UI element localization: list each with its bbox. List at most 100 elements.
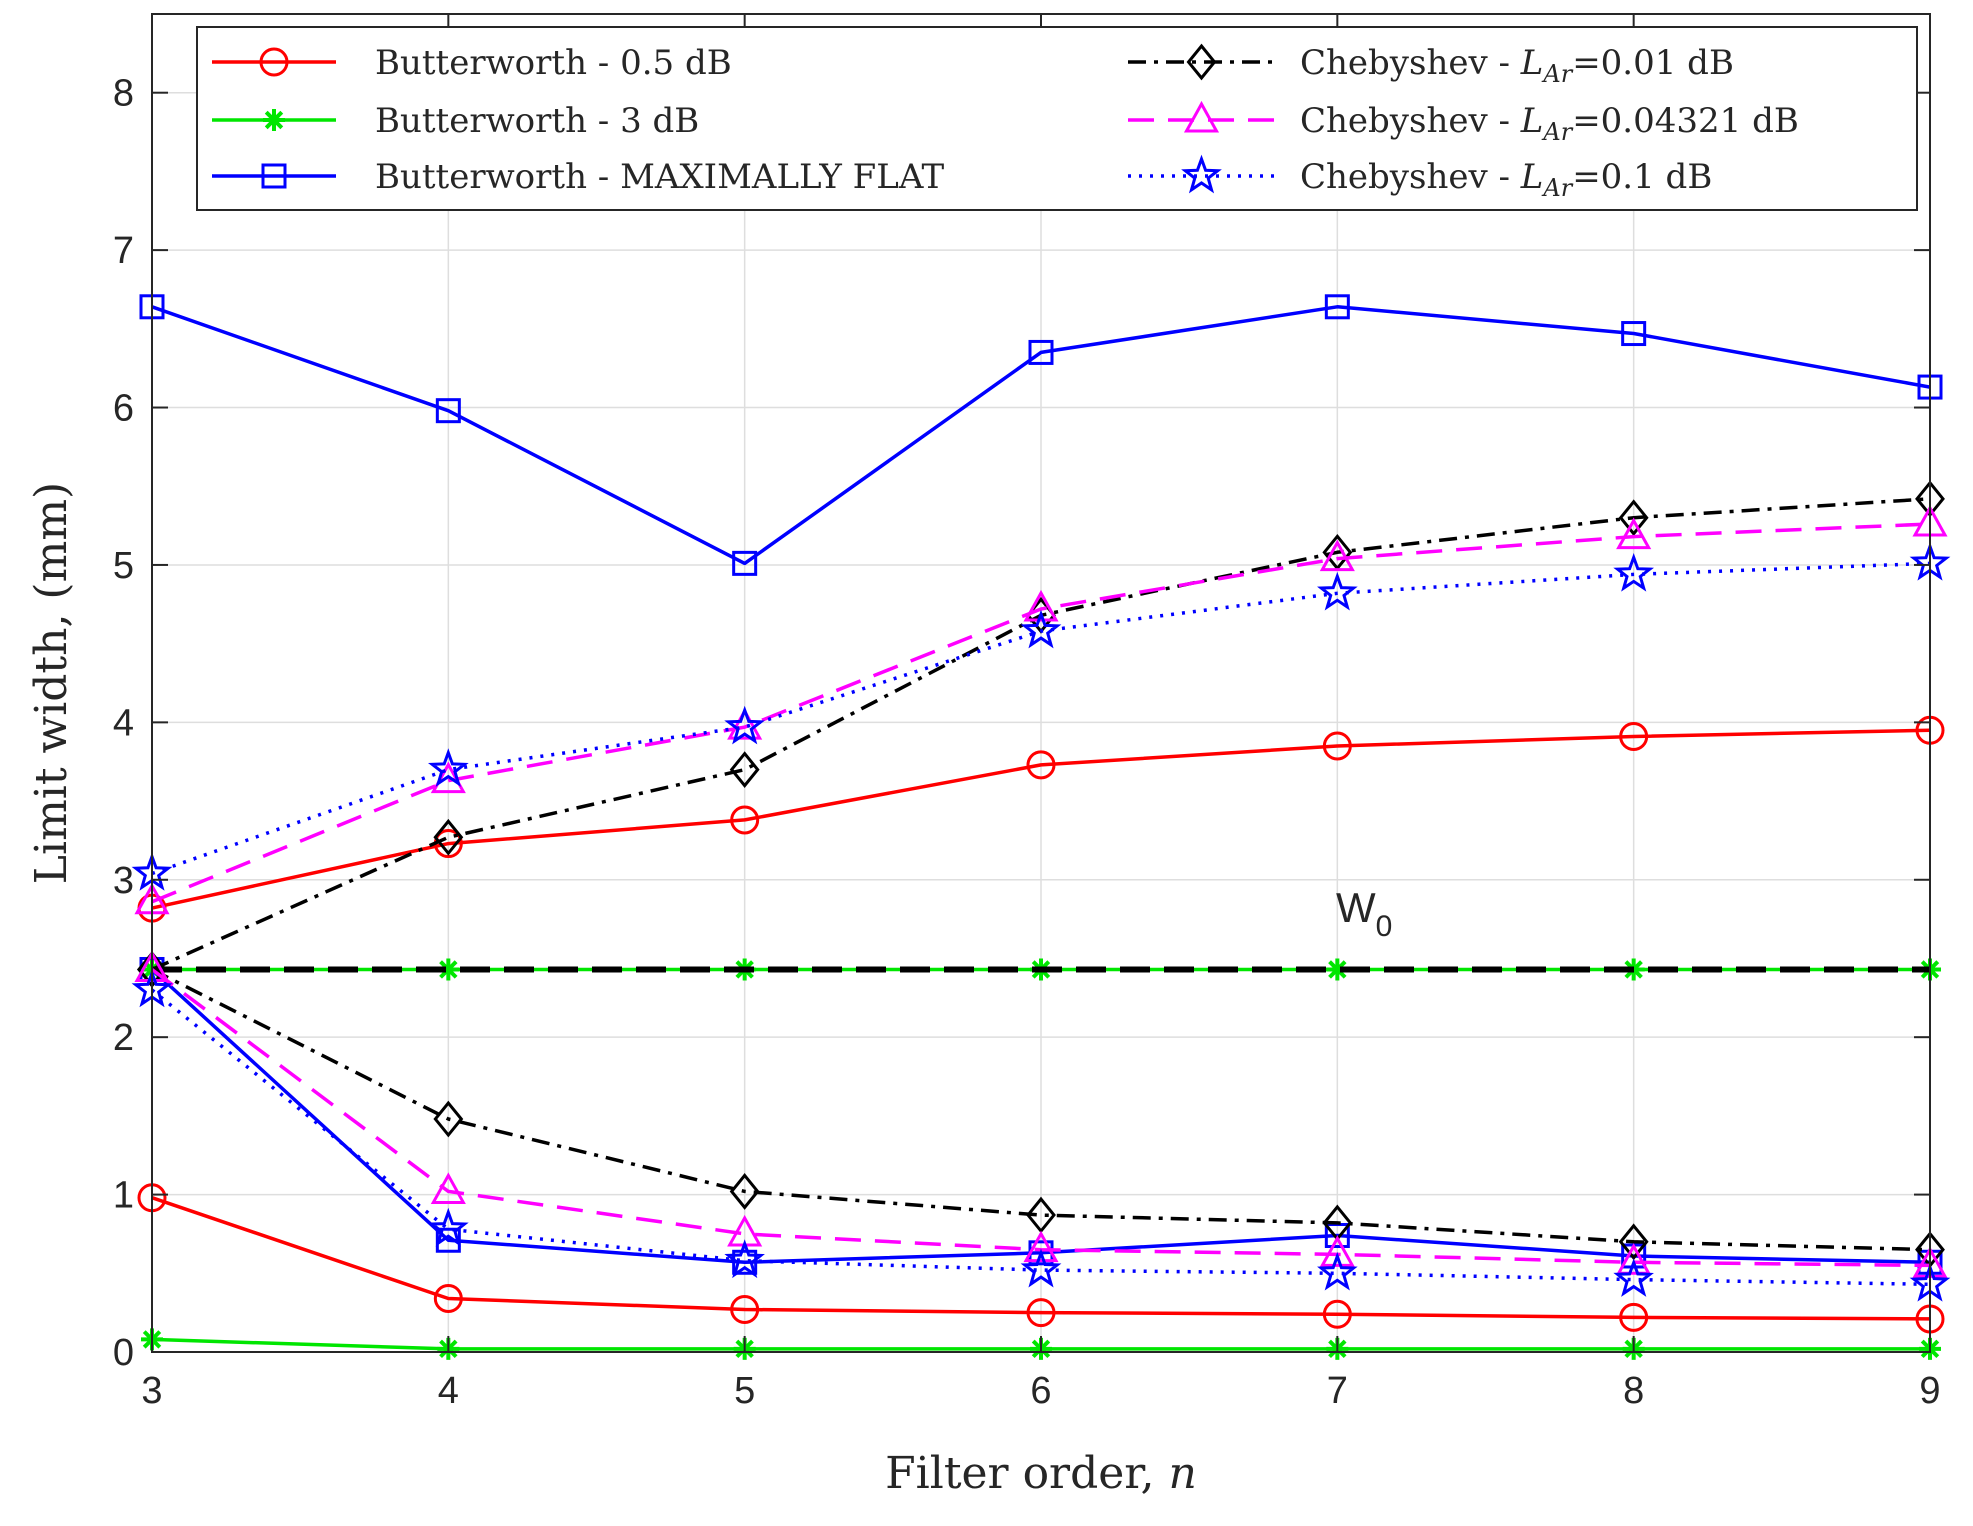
legend-label: Chebyshev - LAr=0.01 dB (1300, 43, 1734, 88)
data-point (1023, 589, 1059, 622)
series-10 (131, 542, 1951, 891)
circle-marker-icon (433, 1283, 463, 1313)
legend-label: Butterworth - 3 dB (375, 101, 699, 141)
legend-label: Chebyshev - LAr=0.04321 dB (1300, 101, 1799, 146)
legend-entry: Chebyshev - LAr=0.1 dB (1128, 154, 1712, 202)
legend-marker (259, 47, 289, 77)
star-marker-icon (428, 1207, 469, 1247)
data-point (435, 1227, 461, 1253)
triangle-marker-icon (1183, 100, 1220, 133)
data-point (1618, 499, 1649, 537)
data-point (724, 705, 765, 745)
square-marker-icon (732, 550, 758, 576)
data-point (1619, 722, 1649, 752)
star-marker-icon (1613, 553, 1654, 592)
diamond-marker-icon (433, 1100, 464, 1138)
legend-marker (261, 163, 287, 189)
data-point (729, 1173, 760, 1210)
square-marker-icon (1324, 294, 1350, 320)
series-1 (137, 1183, 1945, 1334)
data-point (1020, 1248, 1062, 1288)
data-point (430, 1172, 466, 1204)
y-tick-label: 1 (113, 1175, 134, 1217)
diamond-marker-icon (1618, 1223, 1649, 1261)
diamond-marker-icon (1618, 499, 1649, 537)
data-point (428, 1207, 469, 1247)
legend-entry: Chebyshev - LAr=0.01 dB (1128, 43, 1734, 88)
data-point (1026, 750, 1056, 780)
y-tick-label: 5 (113, 545, 134, 587)
asterisk-stroke (1328, 960, 1347, 979)
tick-labels: 3 4 5 6 7 8 9 0 1 2 3 4 5 6 7 8 (113, 73, 1941, 1412)
data-point (435, 398, 461, 424)
square-marker-icon (261, 163, 287, 189)
data-point (1613, 553, 1654, 592)
data-point (433, 1283, 463, 1313)
data-point (1028, 339, 1054, 365)
legend-label: Butterworth - 0.5 dB (375, 43, 732, 83)
triangle-marker-icon (1319, 1235, 1355, 1267)
data-point (729, 751, 760, 788)
y-tick-label: 4 (113, 702, 134, 744)
square-marker-icon (1028, 339, 1054, 365)
data-point (1618, 1223, 1649, 1261)
data-point (1621, 321, 1647, 347)
data-point (724, 1239, 765, 1279)
data-point (1613, 1258, 1654, 1297)
data-point (1324, 294, 1350, 320)
series-8 (134, 504, 1948, 915)
x-tick-label: 6 (1030, 1370, 1051, 1412)
triangle-marker-icon (1616, 517, 1652, 550)
triangle-marker-icon (1023, 589, 1059, 622)
y-tick-label: 3 (113, 860, 134, 902)
legend-box (196, 26, 1918, 211)
square-marker-icon (435, 1227, 461, 1253)
data-point (1319, 1235, 1355, 1267)
data-point (433, 1100, 464, 1138)
star-marker-icon (1020, 609, 1062, 649)
legend-label: Chebyshev - LAr=0.1 dB (1300, 157, 1712, 202)
x-tick-label: 3 (141, 1370, 162, 1412)
star-marker-icon (1317, 571, 1358, 611)
data-point (730, 805, 760, 835)
legend-marker (1181, 154, 1222, 194)
legend-marker (263, 109, 285, 131)
legend-entry: Chebyshev - LAr=0.04321 dB (1128, 100, 1799, 146)
series-line (151, 522, 1931, 904)
star-marker-icon (428, 748, 469, 787)
data-point (1322, 731, 1352, 761)
circle-marker-icon (1026, 1298, 1056, 1328)
y-tick-label: 0 (113, 1332, 134, 1374)
x-tick-label: 9 (1919, 1370, 1940, 1412)
x-tick-label: 5 (734, 1370, 755, 1412)
star-marker-icon (1613, 1258, 1654, 1297)
series-line (151, 728, 1931, 910)
data-point (1023, 1230, 1059, 1263)
data-point (727, 707, 763, 740)
series-line (151, 1196, 1931, 1321)
x-tick-label: 8 (1623, 1370, 1644, 1412)
circle-marker-icon (1026, 750, 1056, 780)
data-point (732, 550, 758, 576)
x-tick-label: 4 (438, 1370, 459, 1412)
y-tick-label: 2 (113, 1017, 134, 1059)
data-point (433, 818, 464, 856)
diamond-marker-icon (433, 818, 464, 856)
data-point (730, 1294, 760, 1324)
star-marker-icon (724, 1239, 765, 1279)
w0-annotation: W0 (1336, 884, 1392, 943)
data-point (1322, 1299, 1352, 1329)
triangle-marker-icon (430, 1172, 466, 1204)
data-point (1317, 571, 1358, 611)
data-point (732, 1249, 758, 1275)
legend-entry: Butterworth - 0.5 dB (212, 43, 732, 83)
circle-marker-icon (730, 805, 760, 835)
triangle-marker-icon (1616, 1243, 1652, 1275)
circle-marker-icon (1322, 731, 1352, 761)
legend: Butterworth - 0.5 dB Butterworth - 3 dB Bu… (196, 26, 1918, 211)
circle-marker-icon (1619, 1302, 1649, 1332)
square-marker-icon (435, 398, 461, 424)
data-point (1619, 1302, 1649, 1332)
data-point (1020, 609, 1062, 649)
